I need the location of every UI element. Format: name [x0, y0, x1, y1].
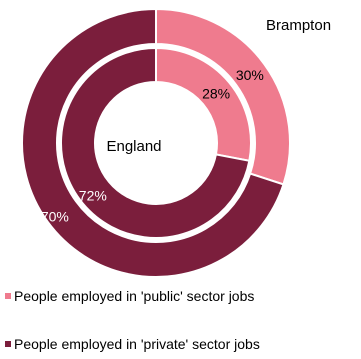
legend-swatch-private — [4, 340, 12, 348]
data-labels: 30% 70% 28% 72% — [41, 67, 264, 225]
legend-item-private: People employed in 'private' sector jobs — [4, 336, 260, 352]
legend-label-private: People employed in 'private' sector jobs — [14, 336, 260, 352]
series-name-england: England — [106, 138, 161, 155]
outer-ring-brampton — [21, 7, 291, 278]
legend-label-public: People employed in 'public' sector jobs — [14, 288, 255, 304]
slice-brampton-private — [21, 7, 285, 278]
inner-ring-england — [60, 46, 252, 239]
data-label-brampton-public: 30% — [236, 67, 264, 83]
slice-england-private — [60, 46, 251, 239]
series-name-brampton: Brampton — [266, 17, 331, 34]
data-label-brampton-private: 70% — [41, 208, 69, 224]
data-label-england-private: 72% — [79, 187, 107, 203]
legend-swatch-public — [4, 292, 12, 300]
data-label-england-public: 28% — [202, 85, 230, 101]
legend-item-public: People employed in 'public' sector jobs — [4, 288, 254, 304]
